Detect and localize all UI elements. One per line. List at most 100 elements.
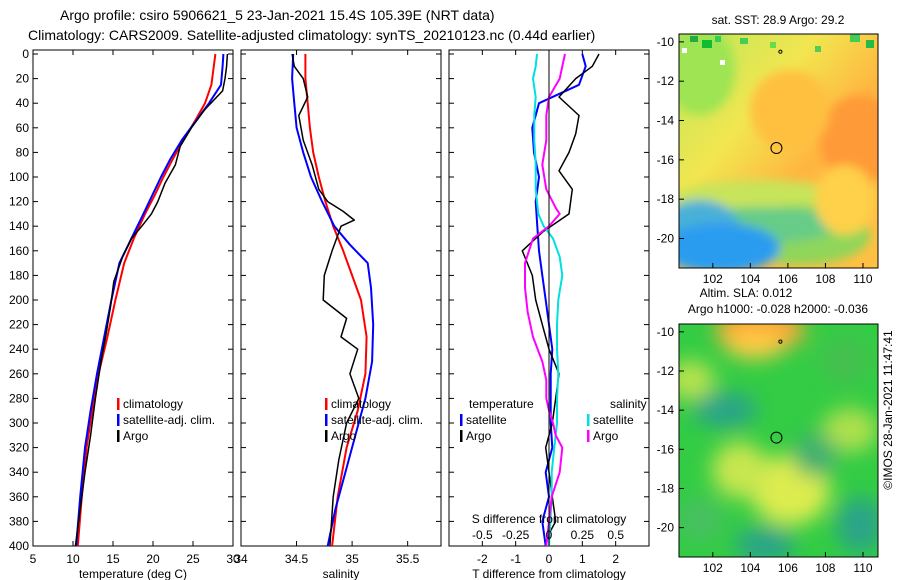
depth-tick-label: 340 — [9, 465, 29, 479]
depth-tick-label: 100 — [9, 170, 29, 184]
temperature-xlabel: temperature (deg C) — [79, 567, 187, 580]
salinity-legend-swatch — [325, 414, 328, 426]
map-lon-label: 108 — [815, 272, 835, 286]
salinity-legend-swatch — [325, 430, 328, 442]
salinity-xtick-label: 35.5 — [396, 552, 420, 566]
previous-position-marker — [778, 339, 783, 344]
figure-title-line2: Climatology: CARS2009. Satellite-adjuste… — [28, 27, 595, 43]
temperature-xtick-label: 5 — [30, 552, 37, 566]
sst-heatmap — [679, 34, 878, 268]
map-lat-label: -14 — [657, 403, 675, 417]
differences-xtick-label: -2 — [477, 552, 488, 566]
sla-map-subtitle: Argo h1000: -0.028 h2000: -0.036 — [688, 302, 868, 316]
temperature-legend-label: satellite-adj. clim. — [123, 413, 215, 427]
depth-tick-label: 300 — [9, 416, 29, 430]
differences-xtick-label: 2 — [612, 552, 619, 566]
map-lat-label: -12 — [657, 74, 675, 88]
map-lon-label: 102 — [703, 272, 723, 286]
salinity-series-satellite-adj-clim- — [291, 53, 375, 547]
map-lat-label: -20 — [657, 232, 675, 246]
salinity-chart: 34 34.5 35 35.5 salinity climatology satellite… — [234, 49, 442, 580]
diff-legend-swatch — [460, 430, 463, 442]
diff-legend-header-salinity: salinity — [610, 397, 647, 411]
temperature-legend-label: Argo — [123, 429, 149, 443]
diff-legend-swatch — [460, 414, 463, 426]
differences-series-s-argo — [524, 53, 566, 547]
salinity-legend-label: climatology — [331, 397, 391, 411]
map-lat-label: -12 — [657, 364, 675, 378]
differences-xtick-label: 1 — [579, 552, 586, 566]
depth-tick-label: 380 — [9, 514, 29, 528]
map-lat-label: -20 — [657, 521, 675, 535]
diff-legend-swatch — [587, 430, 590, 442]
diff-legend-label: Argo — [466, 429, 492, 443]
depth-tick-label: 20 — [16, 72, 30, 86]
temperature-chart: 0 20 40 60 80 100 120 140 160 180 200 220 240 260 280 3… — [9, 47, 240, 580]
depth-tick-label: 160 — [9, 244, 29, 258]
depth-tick-label: 180 — [9, 268, 29, 282]
map-lat-label: -16 — [657, 153, 675, 167]
diff-legend-swatch — [587, 414, 590, 426]
temperature-xtick-label: 15 — [106, 552, 120, 566]
diff-legend-label: Argo — [593, 429, 619, 443]
temperature-legend-swatch — [117, 398, 120, 410]
temperature-xtick-label: 20 — [146, 552, 160, 566]
diff-legend-header-temperature: temperature — [469, 397, 534, 411]
map-lon-label: 104 — [740, 272, 760, 286]
differences-xtick-label: 0 — [546, 552, 553, 566]
sla-map: Altim. SLA: 0.012 Argo h1000: -0.028 h20… — [657, 286, 879, 575]
map-lon-label: 110 — [853, 272, 872, 286]
temperature-xtick-label: 30 — [226, 552, 240, 566]
temperature-series-satellite-adj-clim- — [75, 53, 225, 547]
top-axis-tick-label: 0.5 — [607, 528, 624, 542]
depth-tick-label: 60 — [16, 121, 30, 135]
depth-tick-label: 240 — [9, 342, 29, 356]
map-lon-label: 104 — [740, 561, 760, 575]
map-lon-label: 106 — [778, 272, 798, 286]
diff-legend-label: satellite — [466, 413, 507, 427]
figure-title-line1: Argo profile: csiro 5906621_5 23-Jan-202… — [60, 7, 495, 23]
sla-heatmap — [679, 324, 878, 557]
salinity-xtick-label: 34 — [234, 552, 248, 566]
map-lon-label: 102 — [703, 561, 723, 575]
depth-tick-label: 0 — [22, 47, 29, 61]
depth-tick-label: 260 — [9, 367, 29, 381]
salinity-legend-swatch — [325, 398, 328, 410]
depth-tick-label: 120 — [9, 195, 29, 209]
temperature-xtick-label: 10 — [66, 552, 80, 566]
map-lat-label: -18 — [657, 192, 675, 206]
salinity-xlabel: salinity — [323, 567, 360, 580]
depth-tick-label: 140 — [9, 219, 29, 233]
temperature-xtick-label: 25 — [186, 552, 200, 566]
temperature-legend-swatch — [117, 430, 120, 442]
salinity-legend-label: satellite-adj. clim. — [331, 413, 423, 427]
map-lat-label: -10 — [657, 35, 675, 49]
salinity-xtick-label: 34.5 — [285, 552, 309, 566]
argo-position-marker — [770, 431, 783, 444]
previous-position-marker — [778, 49, 783, 54]
map-lat-label: -18 — [657, 481, 675, 495]
top-axis-tick-label: 0.25 — [571, 528, 595, 542]
sst-map-title: sat. SST: 28.9 Argo: 29.2 — [712, 13, 845, 27]
depth-tick-label: 360 — [9, 490, 29, 504]
map-lat-label: -16 — [657, 442, 675, 456]
depth-tick-label: 220 — [9, 318, 29, 332]
diff-legend-label: satellite — [593, 413, 634, 427]
top-axis-tick-label: -0.5 — [472, 528, 493, 542]
differences-xlabel: T difference from climatology — [472, 567, 626, 580]
depth-tick-label: 40 — [16, 96, 30, 110]
map-lon-label: 106 — [778, 561, 798, 575]
sla-map-marks: 102 104 106 108 110 -10 -12 -14 -16 -18 -20 — [657, 325, 873, 575]
salinity-axes-frame — [240, 49, 442, 547]
salinity-series-argo — [291, 53, 360, 547]
map-lat-label: -14 — [657, 114, 675, 128]
differences-xtick-label: -1 — [510, 552, 521, 566]
imos-credit: ©IMOS 28-Jan-2021 11:47:41 — [881, 330, 895, 490]
top-axis-tick-label: -0.25 — [502, 528, 530, 542]
sst-map: sat. SST: 28.9 Argo: 29.2 — [657, 13, 879, 286]
argo-position-marker — [770, 142, 783, 155]
salinity-legend-label: Argo — [331, 429, 357, 443]
